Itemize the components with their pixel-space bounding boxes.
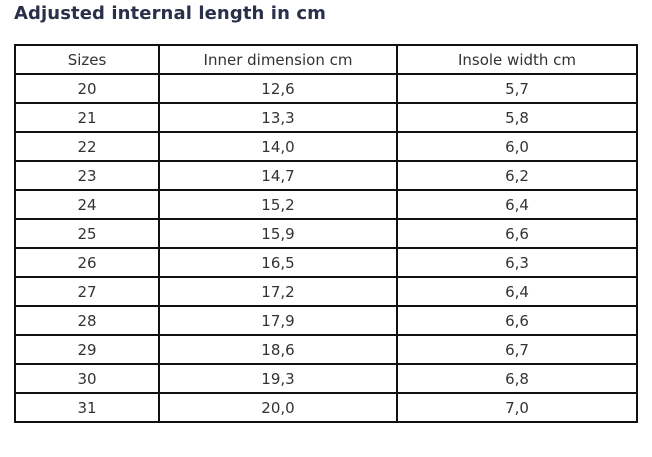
insole-width-cell: 5,8	[396, 102, 638, 133]
size-cell: 20	[14, 73, 160, 104]
table-row: 30 19,3 6,8	[14, 363, 638, 394]
table-row: 22 14,0 6,0	[14, 131, 638, 162]
size-cell: 29	[14, 334, 160, 365]
inner-dimension-cell: 20,0	[158, 392, 398, 423]
size-cell: 22	[14, 131, 160, 162]
column-header-sizes: Sizes	[14, 44, 160, 75]
inner-dimension-cell: 17,9	[158, 305, 398, 336]
inner-dimension-cell: 14,7	[158, 160, 398, 191]
size-cell: 30	[14, 363, 160, 394]
insole-width-cell: 6,2	[396, 160, 638, 191]
insole-width-cell: 6,3	[396, 247, 638, 278]
insole-width-cell: 6,6	[396, 218, 638, 249]
inner-dimension-cell: 17,2	[158, 276, 398, 307]
inner-dimension-cell: 15,2	[158, 189, 398, 220]
insole-width-cell: 6,4	[396, 276, 638, 307]
table-row: 31 20,0 7,0	[14, 392, 638, 423]
table-row: 24 15,2 6,4	[14, 189, 638, 220]
inner-dimension-cell: 14,0	[158, 131, 398, 162]
size-cell: 28	[14, 305, 160, 336]
size-cell: 31	[14, 392, 160, 423]
insole-width-cell: 7,0	[396, 392, 638, 423]
inner-dimension-cell: 19,3	[158, 363, 398, 394]
inner-dimension-cell: 16,5	[158, 247, 398, 278]
inner-dimension-cell: 13,3	[158, 102, 398, 133]
inner-dimension-cell: 12,6	[158, 73, 398, 104]
table-header-row: Sizes Inner dimension cm Insole width cm	[14, 44, 638, 75]
size-cell: 24	[14, 189, 160, 220]
insole-width-cell: 5,7	[396, 73, 638, 104]
size-cell: 25	[14, 218, 160, 249]
table-row: 26 16,5 6,3	[14, 247, 638, 278]
page-title: Adjusted internal length in cm	[14, 3, 326, 24]
inner-dimension-cell: 18,6	[158, 334, 398, 365]
column-header-insole-width: Insole width cm	[396, 44, 638, 75]
table-row: 21 13,3 5,8	[14, 102, 638, 133]
table-row: 20 12,6 5,7	[14, 73, 638, 104]
table-row: 25 15,9 6,6	[14, 218, 638, 249]
size-cell: 23	[14, 160, 160, 191]
size-table: Sizes Inner dimension cm Insole width cm…	[14, 44, 638, 423]
insole-width-cell: 6,8	[396, 363, 638, 394]
insole-width-cell: 6,6	[396, 305, 638, 336]
inner-dimension-cell: 15,9	[158, 218, 398, 249]
size-cell: 26	[14, 247, 160, 278]
column-header-inner-dimension: Inner dimension cm	[158, 44, 398, 75]
size-cell: 21	[14, 102, 160, 133]
table-row: 27 17,2 6,4	[14, 276, 638, 307]
insole-width-cell: 6,7	[396, 334, 638, 365]
insole-width-cell: 6,0	[396, 131, 638, 162]
size-cell: 27	[14, 276, 160, 307]
table-row: 29 18,6 6,7	[14, 334, 638, 365]
table-row: 28 17,9 6,6	[14, 305, 638, 336]
insole-width-cell: 6,4	[396, 189, 638, 220]
table-row: 23 14,7 6,2	[14, 160, 638, 191]
